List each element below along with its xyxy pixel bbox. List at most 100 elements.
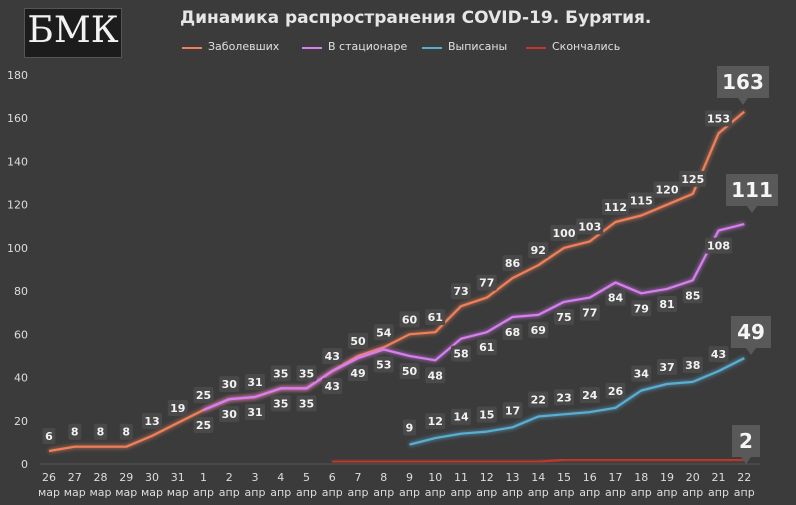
data-label-zabolevshih-2: 8 (97, 426, 105, 439)
data-label-statsionar-13-bg (373, 356, 394, 373)
data-label-zabolevshih-16-bg (451, 283, 471, 300)
x-tick-month-16: апр (451, 486, 472, 499)
data-label-statsionar-7-bg (219, 406, 240, 423)
x-tick-day-4: 30 (145, 471, 159, 484)
x-tick-month-18: апр (502, 486, 523, 499)
data-label-vypisany-17-bg (476, 406, 497, 423)
legend-label-statsionar: В стационаре (328, 40, 408, 53)
x-tick-month-12: апр (348, 486, 369, 499)
series-line-0 (48, 110, 746, 453)
data-label-statsionar-22: 84 (608, 291, 624, 304)
data-label-vypisany-19-bg (528, 391, 549, 408)
data-label-vypisany-25-bg (682, 356, 703, 373)
data-label-vypisany-14: 9 (406, 422, 414, 435)
data-label-zabolevshih-1: 8 (71, 426, 79, 439)
data-label-vypisany-20: 23 (556, 391, 571, 404)
data-label-statsionar-11-bg (322, 378, 343, 395)
data-label-zabolevshih-10: 35 (299, 367, 314, 380)
data-label-zabolevshih-19-bg (528, 242, 549, 259)
x-tick-day-16: 11 (454, 471, 468, 484)
data-label-zabolevshih-21-bg (576, 218, 604, 235)
logo-text: БМК (27, 10, 119, 51)
x-tick-day-12: 7 (355, 471, 362, 484)
legend-swatch-skonchalis (526, 47, 546, 49)
data-label-zabolevshih-20-bg (550, 224, 578, 241)
data-label-vypisany-14-bg (403, 419, 416, 436)
data-label-zabolevshih-24: 120 (656, 184, 679, 197)
legend-label-skonchalis: Скончались (552, 40, 621, 53)
legend-swatch-statsionar (302, 47, 322, 49)
data-label-zabolevshih-15: 61 (428, 311, 443, 324)
data-label-statsionar-10-bg (296, 395, 317, 412)
y-tick-label-160: 160 (7, 112, 28, 125)
data-label-zabolevshih-22: 112 (604, 201, 627, 214)
x-tick-month-10: апр (296, 486, 317, 499)
data-label-zabolevshih-23-bg (627, 192, 655, 209)
data-label-zabolevshih-11: 43 (325, 350, 340, 363)
data-label-vypisany-15-bg (425, 413, 446, 430)
data-label-zabolevshih-17-bg (476, 274, 497, 291)
bmk-logo: БМК (24, 8, 122, 58)
x-tick-day-26: 21 (712, 471, 726, 484)
data-label-zabolevshih-14: 60 (402, 313, 418, 326)
data-label-zabolevshih-25: 125 (681, 173, 704, 186)
x-tick-month-24: апр (657, 486, 678, 499)
series-line-2 (409, 357, 745, 446)
data-label-zabolevshih-18-bg (502, 255, 523, 272)
end-label-zabolevshih-box (717, 66, 769, 98)
data-label-zabolevshih-3: 8 (122, 426, 130, 439)
data-label-statsionar-21: 77 (582, 307, 597, 320)
data-label-zabolevshih-4-bg (142, 412, 162, 429)
data-label-zabolevshih-19: 92 (531, 244, 546, 257)
data-label-zabolevshih-20: 100 (553, 227, 576, 240)
data-label-zabolevshih-9: 35 (273, 367, 288, 380)
y-tick-label-120: 120 (7, 199, 28, 212)
x-tick-day-6: 1 (200, 471, 207, 484)
x-tick-day-17: 12 (480, 471, 494, 484)
data-label-statsionar-19-bg (528, 321, 549, 338)
x-tick-month-17: апр (476, 486, 497, 499)
x-tick-month-13: апр (373, 486, 394, 499)
x-tick-month-14: апр (399, 486, 420, 499)
legend-label-vypisany: Выписаны (448, 40, 508, 53)
end-label-vypisany: 49 (737, 320, 765, 344)
data-label-statsionar-8: 31 (247, 406, 262, 419)
data-label-zabolevshih-12-bg (348, 332, 368, 349)
data-label-zabolevshih-11-bg (322, 348, 343, 365)
legend-swatch-zabolevshih (182, 47, 202, 49)
data-label-statsionar-12-bg (348, 365, 368, 382)
data-label-vypisany-26: 43 (711, 348, 726, 361)
data-label-zabolevshih-13-bg (373, 324, 394, 341)
x-tick-day-2: 28 (94, 471, 108, 484)
data-label-zabolevshih-8-bg (245, 374, 265, 391)
data-label-zabolevshih-7-bg (219, 376, 240, 393)
data-label-statsionar-22-bg (605, 289, 626, 306)
data-label-statsionar-6-bg (193, 416, 214, 433)
data-label-zabolevshih-8: 31 (247, 376, 262, 389)
y-tick-label-0: 0 (21, 458, 28, 471)
y-tick-label-100: 100 (7, 242, 28, 255)
x-tick-day-20: 15 (557, 471, 571, 484)
x-tick-day-15: 10 (428, 471, 442, 484)
data-label-zabolevshih-4: 13 (144, 415, 159, 428)
data-label-statsionar-25: 85 (685, 289, 700, 302)
data-label-zabolevshih-1-bg (68, 423, 82, 440)
series-line-1 (203, 223, 745, 412)
data-label-zabolevshih-0: 6 (45, 430, 53, 443)
data-label-statsionar-23-bg (631, 300, 652, 317)
data-label-vypisany-23: 34 (634, 368, 650, 381)
data-label-zabolevshih-25-bg (679, 170, 707, 187)
x-tick-month-23: апр (631, 486, 652, 499)
data-label-statsionar-24-bg (657, 295, 677, 312)
data-label-vypisany-23-bg (631, 365, 652, 382)
data-label-vypisany-24: 37 (659, 361, 674, 374)
data-label-statsionar-6: 25 (196, 419, 211, 432)
data-label-vypisany-18: 17 (505, 404, 520, 417)
data-label-vypisany-21-bg (579, 387, 600, 404)
data-label-statsionar-9: 35 (273, 397, 288, 410)
end-label-vypisany-box (731, 316, 771, 348)
x-tick-month-5: мар (167, 486, 189, 499)
end-label-vypisany-pointer (746, 348, 756, 355)
data-label-vypisany-24-bg (657, 359, 677, 376)
x-tick-month-9: апр (270, 486, 291, 499)
